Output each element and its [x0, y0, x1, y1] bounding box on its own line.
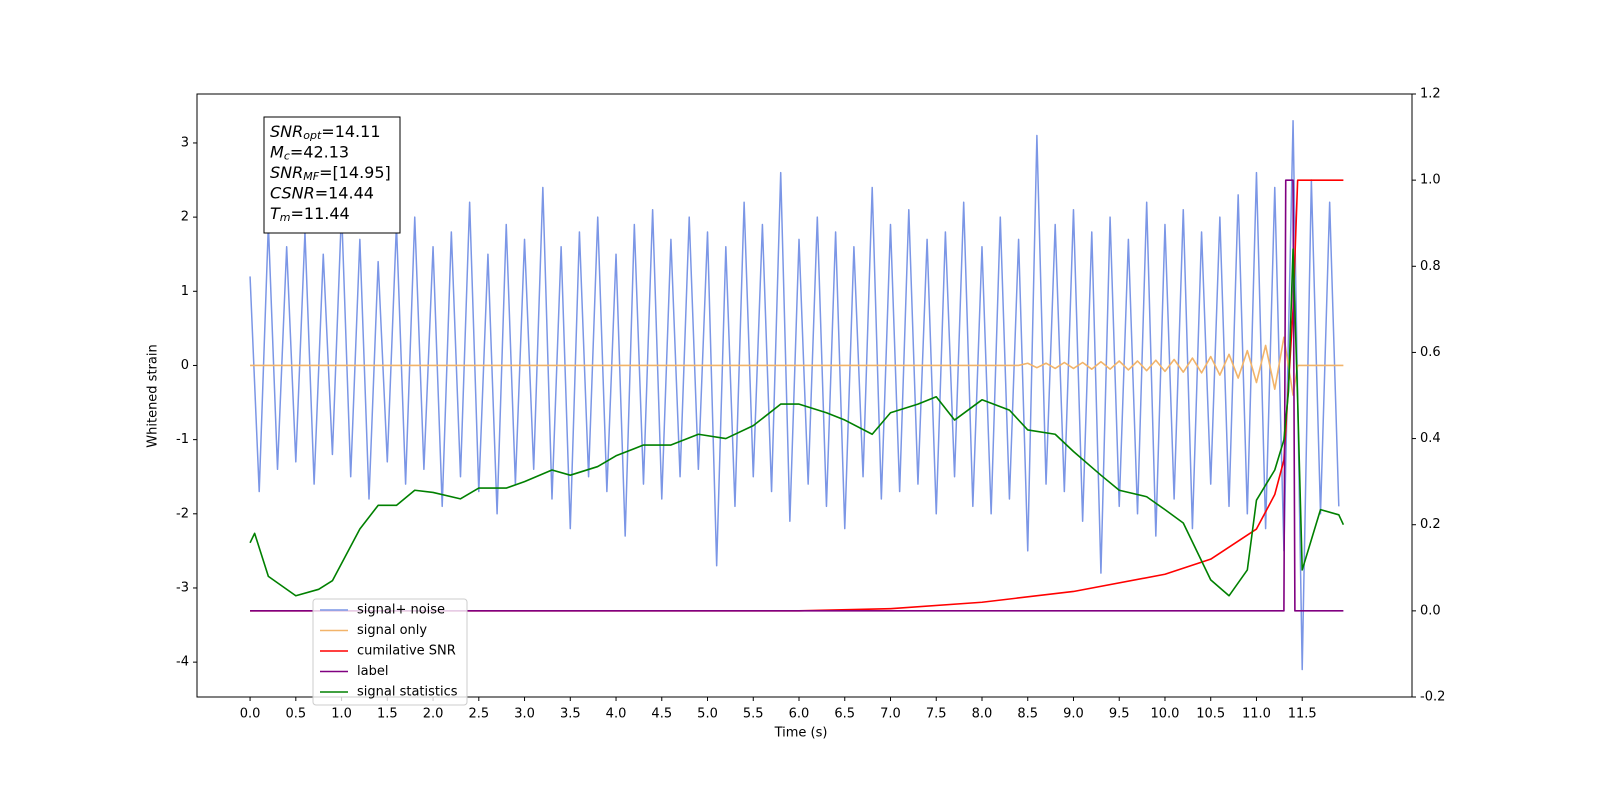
annotation-symbol: SNR [270, 122, 303, 141]
x-tick-label: 9.5 [1109, 707, 1130, 722]
y2-tick-label: 0.8 [1420, 259, 1441, 274]
annotation-symbol: CSNR [270, 183, 315, 202]
legend-box [312, 598, 468, 706]
y-tick-label: 1 [181, 284, 189, 299]
y-axis-label: Whitened strain [146, 344, 161, 447]
annotation-subscript: c [284, 150, 290, 163]
x-tick-label: 0.5 [285, 707, 306, 722]
annotation-symbol: SNR [270, 163, 303, 182]
annotation: CSNR=14.44 [270, 183, 374, 202]
y-tick-label: -4 [176, 655, 189, 670]
x-tick-label: 9.0 [1063, 707, 1084, 722]
series-line [249, 248, 1345, 597]
x-tick-label: 11.0 [1242, 707, 1271, 722]
x-tick-label: 6.5 [834, 707, 855, 722]
x-tick-label: 7.5 [926, 707, 947, 722]
x-tick-label: 1.0 [331, 707, 352, 722]
annotation-subscript: MF [303, 170, 319, 183]
annotation-box [263, 116, 401, 234]
series-line [249, 119, 1340, 671]
x-tick-label: 1.5 [377, 707, 398, 722]
y2-tick-label: 1.2 [1420, 87, 1441, 102]
x-axis-label: Time (s) [774, 726, 828, 741]
x-tick-label: 2.0 [423, 707, 444, 722]
x-tick-label: 8.5 [1017, 707, 1038, 722]
y-tick-label: -2 [176, 506, 189, 521]
x-tick-label: 7.0 [880, 707, 901, 722]
legend-label: signal only [357, 623, 427, 638]
x-tick-label: 10.0 [1150, 707, 1179, 722]
annotation-value: =14.44 [315, 183, 374, 202]
x-tick-label: 3.0 [514, 707, 535, 722]
axes-frame [196, 93, 1413, 698]
annotation: SNRMF=[14.95] [270, 163, 391, 184]
y-tick-label: 2 [181, 210, 189, 225]
x-tick-label: 11.5 [1288, 707, 1317, 722]
annotation: Mc=42.13 [270, 142, 349, 163]
annotation-value: =[14.95] [319, 163, 391, 182]
x-tick-label: 2.5 [468, 707, 489, 722]
x-tick-label: 8.0 [972, 707, 993, 722]
x-tick-label: 4.5 [651, 707, 672, 722]
x-tick-label: 5.0 [697, 707, 718, 722]
y2-tick-label: 0.4 [1420, 431, 1441, 446]
annotation-symbol: T [270, 204, 281, 223]
y-tick-label: -1 [176, 432, 189, 447]
x-tick-label: 0.0 [240, 707, 261, 722]
annotation-subscript: opt [303, 129, 322, 142]
y2-tick-label: 0.2 [1420, 517, 1441, 532]
x-tick-label: 6.0 [789, 707, 810, 722]
y2-tick-label: 1.0 [1420, 173, 1441, 188]
legend-label: label [357, 664, 388, 679]
annotation-symbol: M [270, 142, 284, 161]
y-tick-label: 0 [181, 358, 189, 373]
annotation-value: =11.44 [291, 204, 350, 223]
annotation-subscript: m [280, 211, 291, 224]
x-tick-label: 4.0 [606, 707, 627, 722]
legend-label: cumilative SNR [357, 644, 456, 659]
y-tick-label: 3 [181, 135, 189, 150]
y2-tick-label: 0.6 [1420, 345, 1441, 360]
x-tick-label: 10.5 [1196, 707, 1225, 722]
legend-label: signal+ noise [357, 603, 445, 618]
x-tick-label: 3.5 [560, 707, 581, 722]
legend-label: signal statistics [357, 685, 458, 700]
annotation: SNRopt=14.11 [270, 122, 381, 143]
series-line [250, 336, 1344, 396]
y2-tick-label: 0.0 [1420, 603, 1441, 618]
y2-tick-label: -0.2 [1420, 690, 1445, 705]
y-tick-label: -3 [176, 580, 189, 595]
annotation-value: =42.13 [290, 142, 349, 161]
annotation-value: =14.11 [321, 122, 380, 141]
series-line [250, 179, 1344, 612]
annotation: Tm=11.44 [270, 204, 350, 225]
x-tick-label: 5.5 [743, 707, 764, 722]
